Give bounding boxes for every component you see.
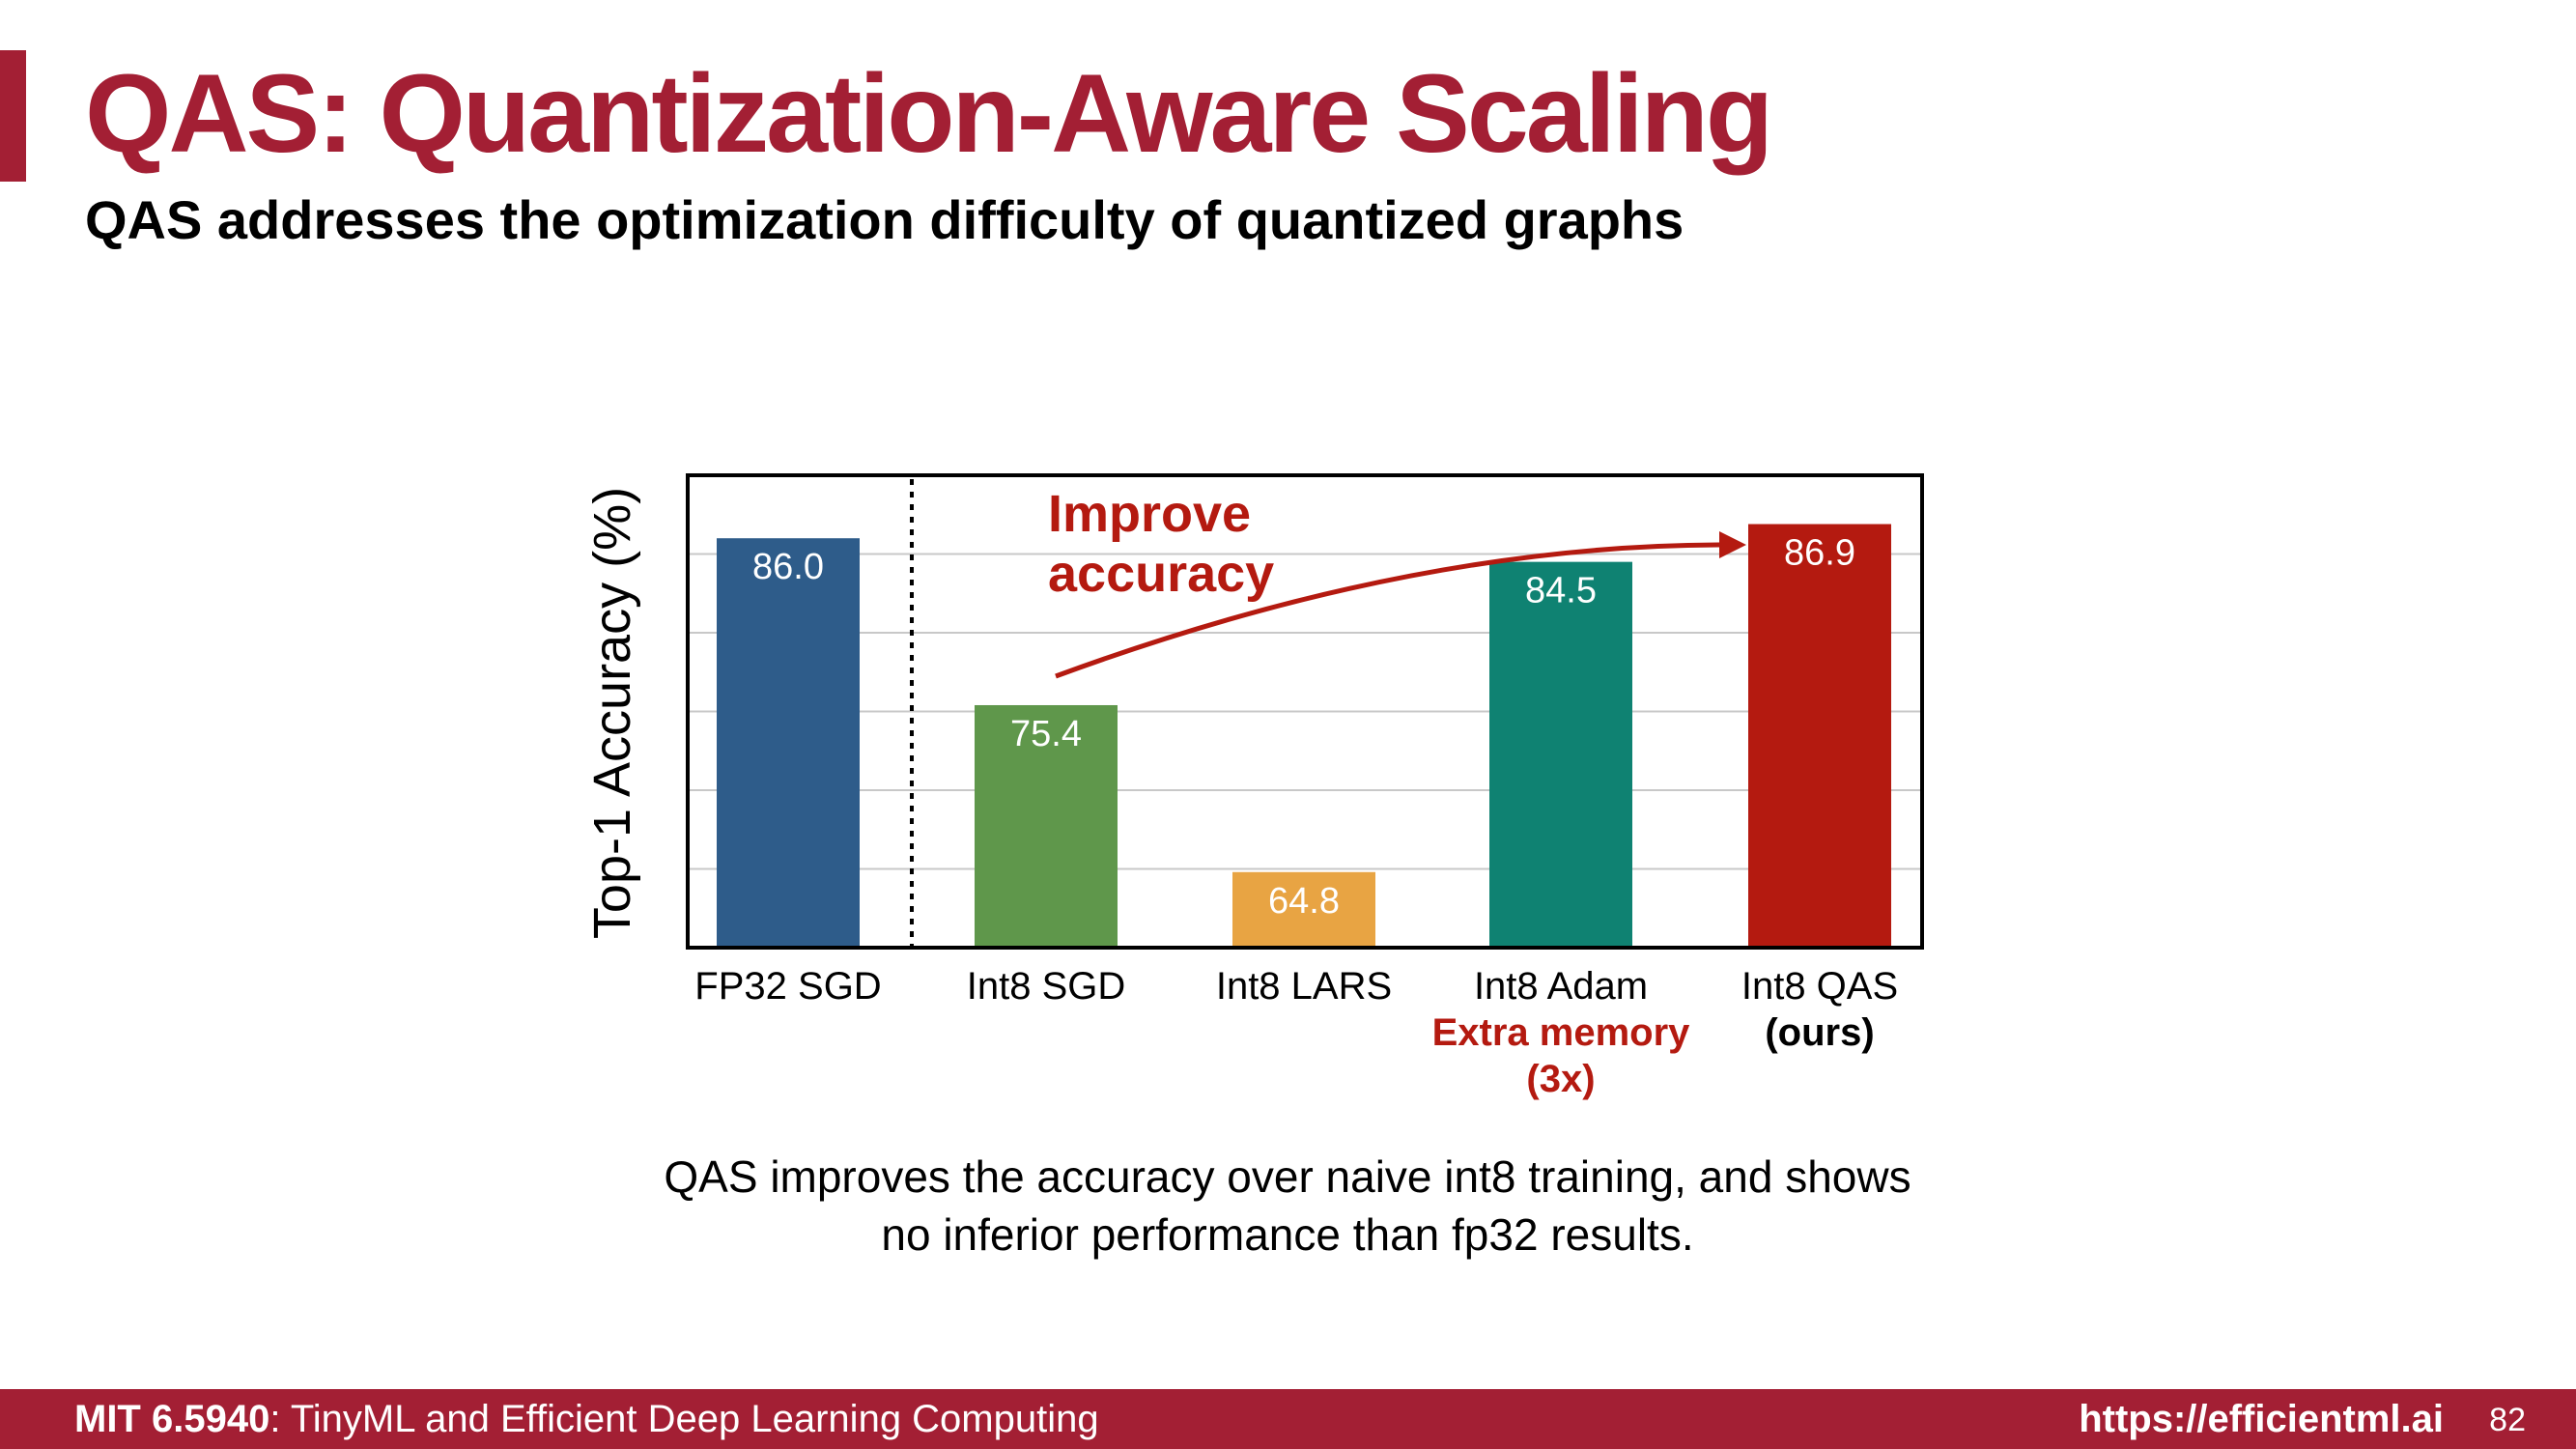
footer-course-name: : TinyML and Efficient Deep Learning Com… (269, 1398, 1099, 1440)
caption: QAS improves the accuracy over naive int… (515, 1148, 2060, 1264)
footer-page-number: 82 (2489, 1402, 2526, 1438)
x-tick-sublabel: Extra memory (1432, 1011, 1691, 1054)
bar (717, 538, 860, 948)
x-tick-sublabel: (ours) (1765, 1011, 1874, 1054)
bar (1232, 871, 1375, 948)
annotation-label: Improve (1048, 485, 1251, 543)
x-tick-label: Int8 Adam (1474, 965, 1648, 1008)
footer-bar: MIT 6.5940: TinyML and Efficient Deep Le… (0, 1389, 2576, 1449)
bar-value-label: 86.0 (752, 547, 824, 587)
bar-value-label: 75.4 (1010, 714, 1082, 754)
x-tick-sublabel: (3x) (1526, 1058, 1595, 1100)
title-accent-bar (0, 50, 26, 182)
bar (1748, 524, 1891, 948)
bar (1489, 561, 1632, 948)
slide-title: QAS: Quantization-Aware Scaling (85, 52, 1773, 176)
improve-arrow-head (1719, 531, 1746, 558)
bar (975, 704, 1118, 948)
x-tick-label: Int8 SGD (967, 965, 1126, 1008)
footer-course: MIT 6.5940: TinyML and Efficient Deep Le… (74, 1398, 1099, 1441)
x-tick-label: Int8 QAS (1741, 965, 1898, 1008)
bar-value-label: 86.9 (1784, 533, 1855, 574)
caption-line-2: no inferior performance than fp32 result… (881, 1209, 1694, 1260)
caption-line-1: QAS improves the accuracy over naive int… (664, 1151, 1911, 1202)
improve-arrow-line (1055, 542, 1720, 679)
y-axis-label: Top-1 Accuracy (%) (583, 487, 641, 939)
bar-value-label: 64.8 (1268, 881, 1340, 922)
x-tick-label: FP32 SGD (694, 965, 881, 1008)
plot-frame (686, 473, 1924, 950)
x-tick-label: Int8 LARS (1216, 965, 1392, 1008)
bar-value-label: 84.5 (1525, 571, 1597, 611)
annotation-label: accuracy (1048, 545, 1274, 603)
footer-course-code: MIT 6.5940 (74, 1398, 270, 1440)
footer-url-link[interactable]: https://efficientml.ai (2079, 1398, 2444, 1440)
slide-subtitle: QAS addresses the optimization difficult… (85, 189, 1684, 250)
